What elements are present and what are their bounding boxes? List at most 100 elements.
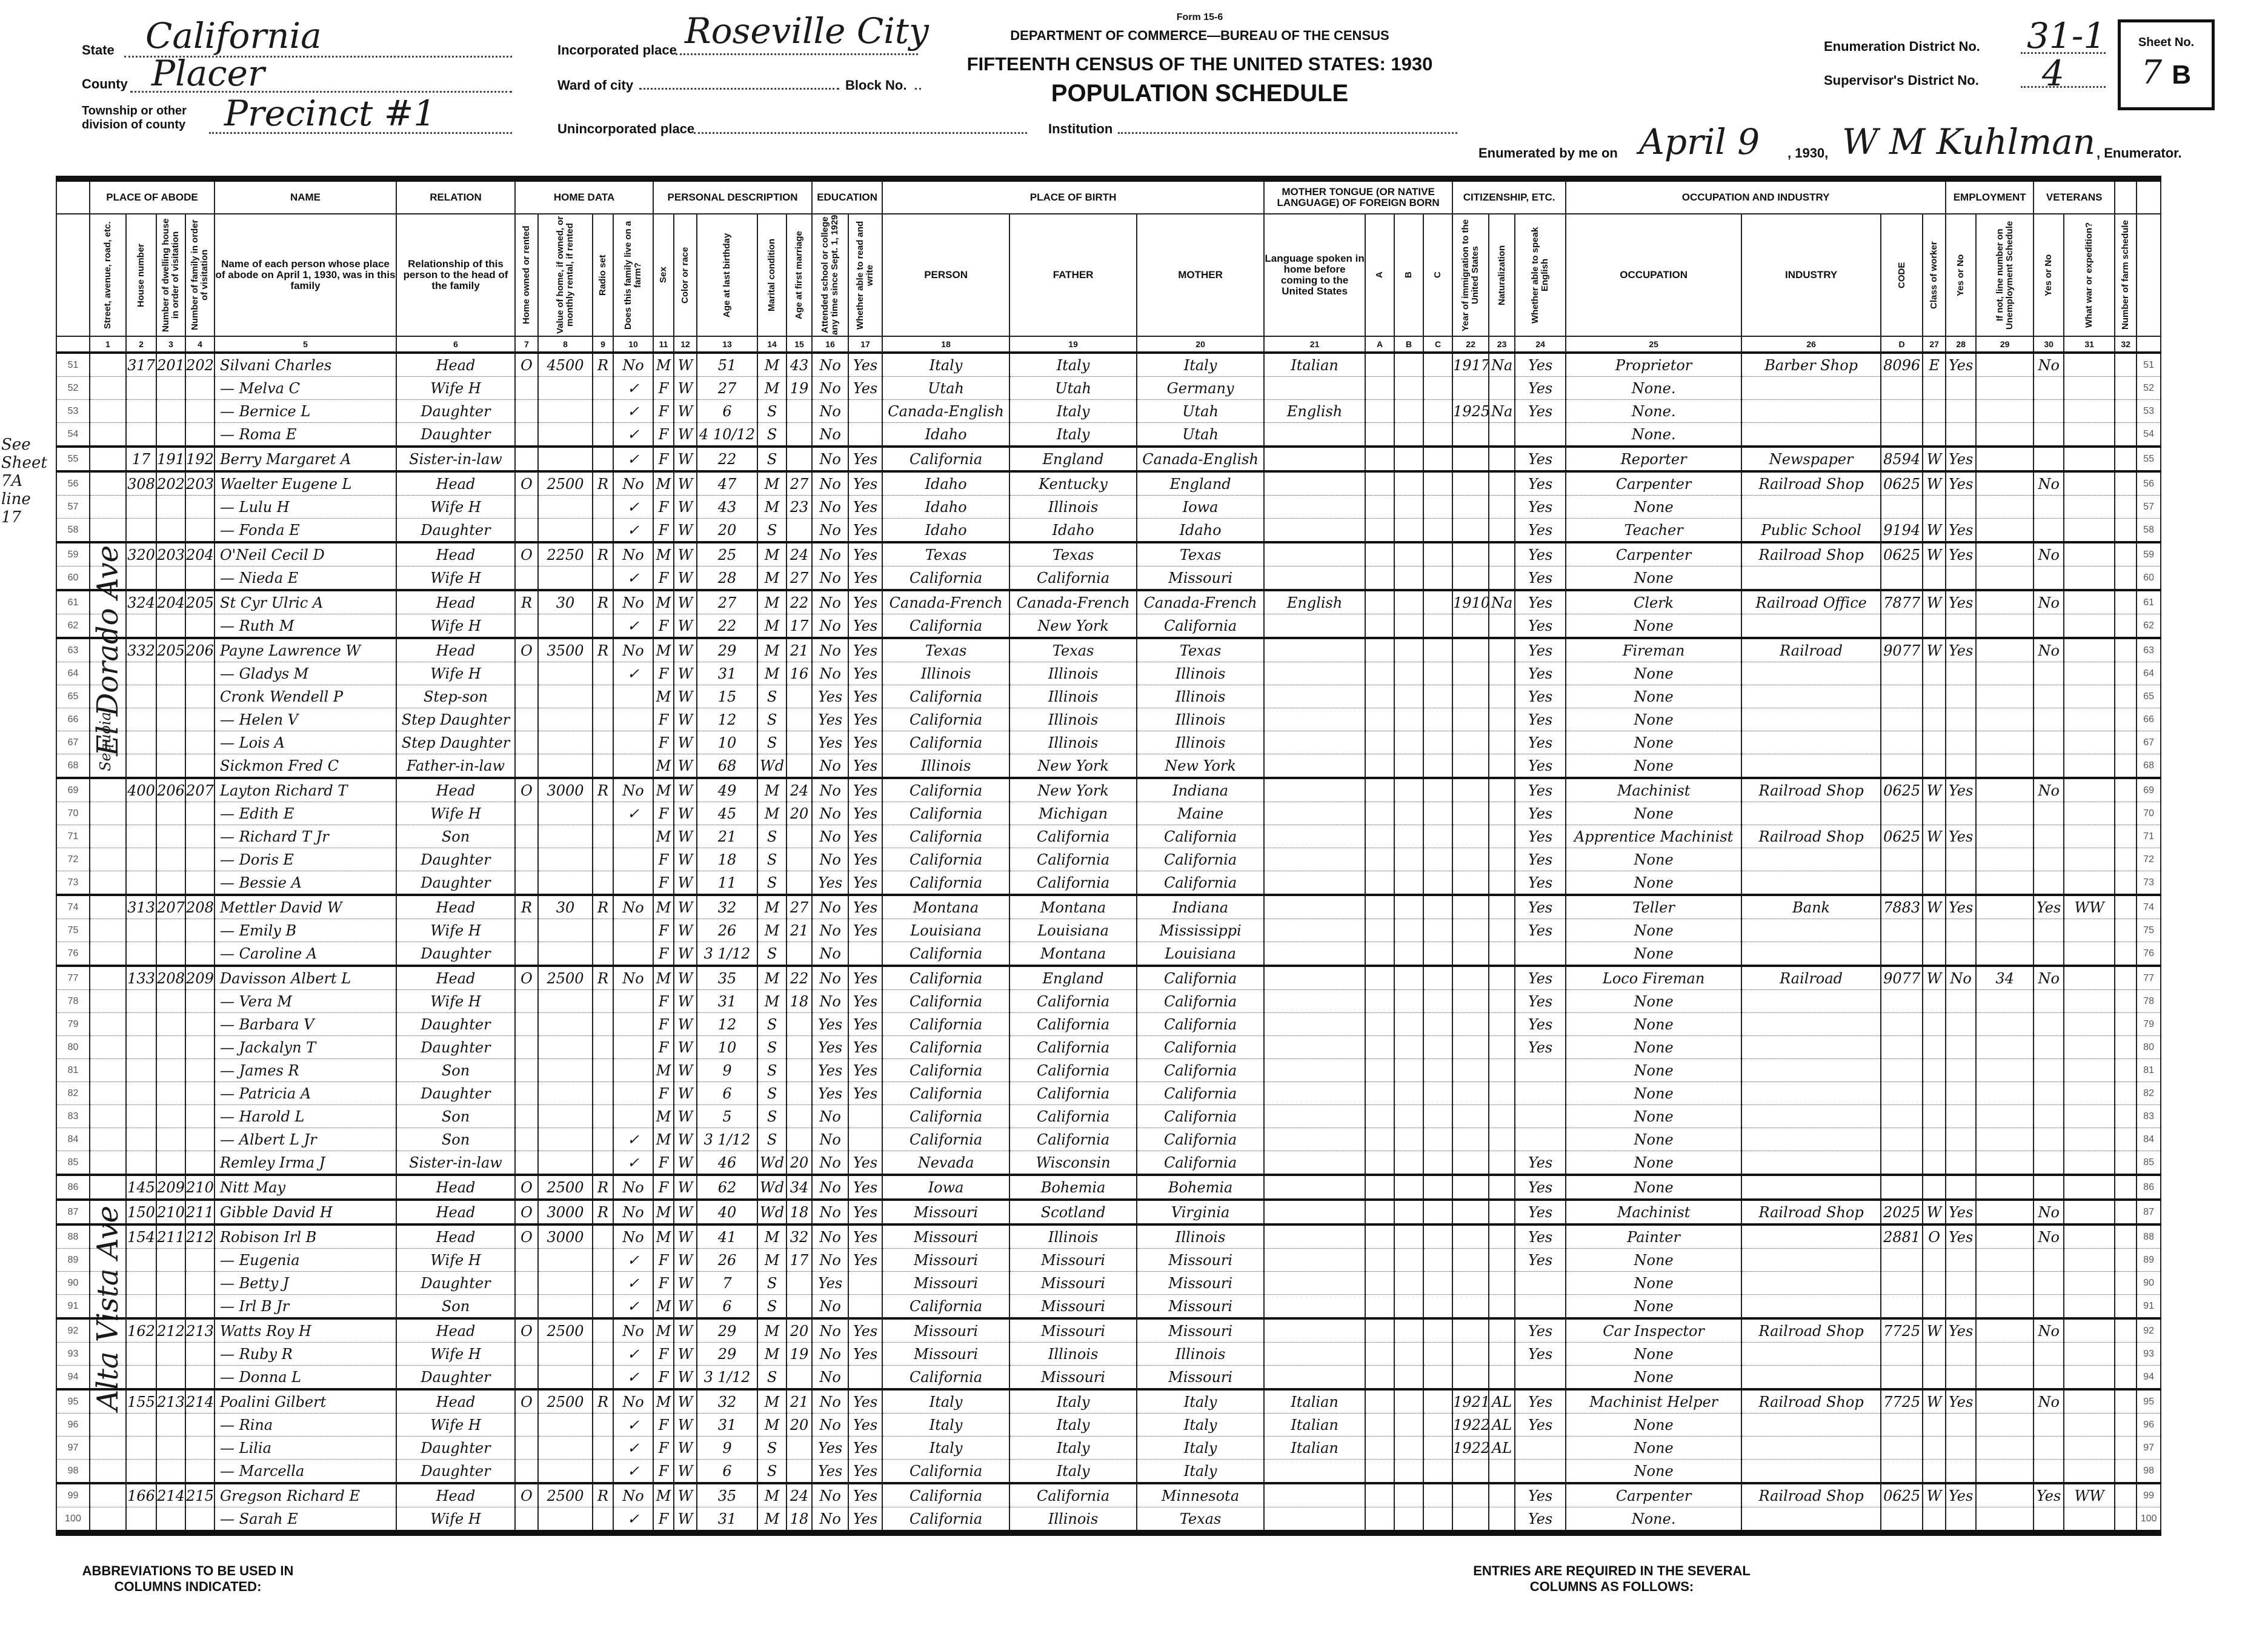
cell-name: — Roma E: [214, 422, 397, 447]
column-header-text: Number of family in order of visitation: [190, 219, 210, 331]
cell-family: 208: [185, 894, 215, 919]
cell-own: [514, 1459, 539, 1484]
cell-farm: No: [612, 1317, 654, 1343]
cell-war: [2063, 802, 2116, 825]
cell-relation: Son: [396, 1058, 516, 1082]
cell-nat: [1488, 685, 1516, 708]
cell-birth: Texas: [882, 541, 1011, 566]
cell-farm: No: [612, 1388, 654, 1414]
cell-occupation: None: [1565, 566, 1743, 591]
cell-empty: [1394, 1413, 1425, 1437]
cell-war: [2063, 662, 2116, 685]
cell-empty: [1423, 445, 1454, 472]
cell-race: W: [673, 1507, 698, 1533]
cell-house: 400: [125, 777, 157, 802]
cell-house: [125, 848, 157, 871]
cell-immig: [1452, 1128, 1490, 1151]
cell-name: — Patricia A: [214, 1081, 397, 1105]
cell-industry: [1741, 871, 1882, 895]
column-number: 15: [786, 336, 813, 353]
cell-sex: M: [653, 825, 675, 848]
cell-farm: No: [612, 1174, 654, 1200]
table-row: 70— Edith E Wife H ✓ F W 45 M 20 No Yes California…: [56, 802, 2162, 825]
cell-race: W: [673, 1012, 698, 1036]
cell-own: O: [514, 1223, 539, 1249]
cell-sex: F: [653, 731, 675, 754]
table-row: 59 320 203 204 O'Neil Cecil D Head O 2250 R No M W 2…: [56, 541, 2162, 566]
cell-veteran: Yes: [2033, 1482, 2065, 1507]
cell-class: [1922, 399, 1947, 423]
cell-family: [185, 1507, 215, 1533]
cell-race: W: [673, 662, 698, 685]
cell-unemp-line: [1975, 989, 2035, 1013]
cell-house: [125, 825, 157, 848]
cell-age-marr: [786, 1058, 813, 1082]
cell-empty: [1365, 541, 1395, 566]
cell-family: [185, 1248, 215, 1272]
cell-age: 3 1/12: [696, 942, 759, 966]
cell-farm: ✓: [612, 1365, 654, 1390]
cell-father: Bohemia: [1009, 1174, 1138, 1200]
cell-birth: Canada-English: [882, 399, 1011, 423]
cell-relation: Son: [396, 1128, 516, 1151]
cell-empty: [1423, 1012, 1454, 1036]
cell-mother: Illinois: [1136, 685, 1265, 708]
cell-class: [1922, 1035, 1947, 1059]
cell-veteran: No: [2033, 777, 2065, 802]
cell-empty: [1394, 662, 1425, 685]
cell-occupation: Machinist: [1565, 777, 1743, 802]
cell-house: [125, 1459, 157, 1484]
cell-occupation: None: [1565, 1413, 1743, 1437]
cell-race: W: [673, 541, 698, 566]
cell-own: [514, 422, 539, 447]
cell-father: Montana: [1009, 942, 1138, 966]
cell-age-marr: 27: [786, 566, 813, 591]
table-row: 67— Lois A Step Daughter F W 10 S Yes Yes Califo…: [56, 731, 2162, 754]
cell-english: [1514, 1058, 1567, 1082]
cell-empty: [2114, 1128, 2138, 1151]
cell-sex: M: [653, 1105, 675, 1128]
cell-war: [2063, 1342, 2116, 1366]
cell-english: Yes: [1514, 754, 1567, 779]
cell-empty: [1423, 1035, 1454, 1059]
cell-family: [185, 989, 215, 1013]
cell-own: [514, 1436, 539, 1460]
cell-read: Yes: [848, 1035, 883, 1059]
cell-name: Robison Irl B: [214, 1223, 397, 1249]
cell-unemp-line: [1975, 1271, 2035, 1295]
cell-tongue: [1263, 894, 1366, 919]
cell-employed: [1945, 731, 1977, 754]
cell-nat: [1488, 919, 1516, 942]
cell-sex: F: [653, 871, 675, 895]
cell-line: 77: [56, 965, 90, 990]
cell-occupation: None: [1565, 848, 1743, 871]
cell-war: WW: [2063, 1482, 2116, 1507]
cell-birth: Idaho: [882, 422, 1011, 447]
cell-family: [185, 399, 215, 423]
cell-class: [1922, 1365, 1947, 1390]
cell-own: [514, 399, 539, 423]
cell-code: 0625: [1880, 825, 1924, 848]
cell-class: W: [1922, 1198, 1947, 1225]
cell-radio: [592, 1081, 614, 1105]
cell-tongue: [1263, 1105, 1366, 1128]
cell-house: 308: [125, 470, 157, 496]
cell-english: [1514, 1105, 1567, 1128]
cell-nat: [1488, 1035, 1516, 1059]
column-header: B: [1394, 213, 1425, 337]
column-header-text: What war or expedition?: [2084, 222, 2095, 328]
cell-empty: [89, 662, 127, 685]
cell-read: Yes: [848, 351, 883, 377]
cell-mother: California: [1136, 1105, 1265, 1128]
cell-relation: Daughter: [396, 1459, 516, 1484]
cell-industry: [1741, 708, 1882, 731]
cell-age: 5: [696, 1105, 759, 1128]
cell-veteran: No: [2033, 1223, 2065, 1249]
cell-empty: [2114, 445, 2138, 472]
cell-school: No: [811, 1174, 850, 1200]
cell-empty: [2114, 422, 2138, 447]
cell-farm: ✓: [612, 518, 654, 543]
cell-code: 8594: [1880, 445, 1924, 472]
cell-immig: [1452, 1198, 1490, 1225]
cell-war: WW: [2063, 894, 2116, 919]
